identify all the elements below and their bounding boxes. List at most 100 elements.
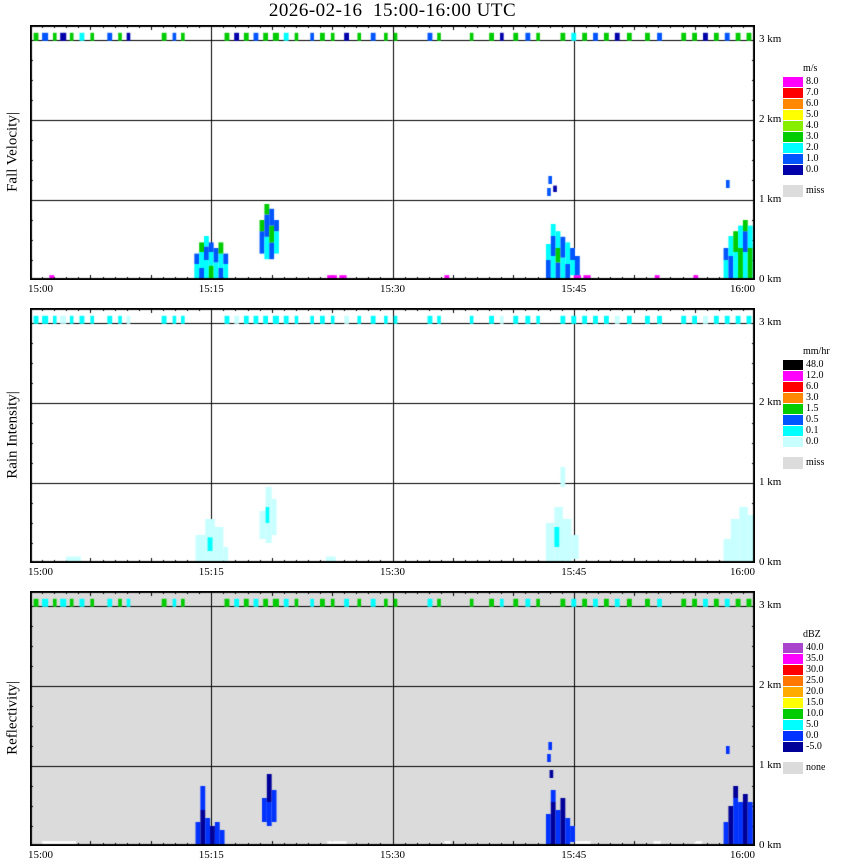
legend-value: miss [806, 457, 825, 468]
legend-entry: 15.0 [783, 697, 825, 708]
legend-swatch [783, 730, 803, 741]
legend-entry: 7.0 [783, 87, 824, 98]
legend-value: -5.0 [806, 741, 822, 752]
legend-value: 12.0 [806, 370, 824, 381]
legend-entry: 3.0 [783, 131, 824, 142]
legend-swatch [783, 359, 803, 370]
legend-value: 0.0 [806, 436, 819, 447]
legend-value: 6.0 [806, 98, 819, 109]
legend-entry: 6.0 [783, 381, 830, 392]
color-legend-fall-velocity: m/s 8.0 7.0 6.0 5.0 4.0 3.0 2.0 1.0 0.0 miss [783, 63, 824, 197]
legend-entry-missing: miss [783, 456, 830, 469]
legend-entry: 8.0 [783, 76, 824, 87]
legend-unit-label: m/s [803, 63, 818, 74]
legend-entry: 25.0 [783, 675, 825, 686]
x-tick-label: 15:00 [28, 283, 54, 295]
legend-value: 6.0 [806, 381, 819, 392]
legend-entry-missing: miss [783, 184, 824, 197]
legend-entry: -5.0 [783, 741, 825, 752]
legend-value: 20.0 [806, 686, 824, 697]
legend-swatch [783, 436, 803, 447]
legend-entry-missing: none [783, 761, 825, 774]
legend-swatch [783, 87, 803, 98]
y-tick-label: 0 km [759, 556, 782, 568]
heatmap-canvas-fall-velocity [30, 25, 755, 280]
legend-swatch [783, 708, 803, 719]
legend-entry: 5.0 [783, 109, 824, 120]
legend-swatch [783, 120, 803, 131]
legend-entry: 0.1 [783, 425, 830, 436]
legend-swatch [783, 98, 803, 109]
legend-swatch [783, 761, 803, 774]
x-tick-label: 15:15 [198, 849, 224, 861]
y-tick-label: 3 km [759, 33, 782, 45]
legend-value: 25.0 [806, 675, 824, 686]
y-tick-label: 2 km [759, 679, 782, 691]
legend-value: 10.0 [806, 708, 824, 719]
legend-swatch [783, 456, 803, 469]
x-tick-label: 15:30 [379, 566, 406, 578]
legend-entry: 48.0 [783, 359, 830, 370]
x-tick-label: 15:45 [561, 849, 587, 861]
panel-fall-velocity: Fall Velocity| 15:00 15:15 15:30 15:45 16:00 0… [0, 25, 850, 304]
x-tick-label: 15:00 [28, 566, 54, 578]
legend-value: none [806, 762, 826, 773]
legend-entry: 6.0 [783, 98, 824, 109]
legend-swatch [783, 425, 803, 436]
legend-swatch [783, 370, 803, 381]
legend-entry: 5.0 [783, 719, 825, 730]
heatmap-canvas-reflectivity [30, 591, 755, 846]
y-tick-label: 0 km [759, 273, 782, 285]
legend-swatch [783, 109, 803, 120]
y-tick-label: 2 km [759, 396, 782, 408]
legend-value: 48.0 [806, 359, 824, 370]
y-axis-title-rain-intensity: Rain Intensity| [4, 391, 21, 479]
legend-value: 0.0 [806, 164, 819, 175]
legend-value: 3.0 [806, 131, 819, 142]
x-tick-label: 16:00 [729, 283, 755, 295]
legend-entry: 1.0 [783, 153, 824, 164]
y-tick-label: 3 km [759, 599, 782, 611]
legend-value: 3.0 [806, 392, 819, 403]
legend-entry: 0.5 [783, 414, 830, 425]
legend-swatch [783, 76, 803, 87]
legend-value: 8.0 [806, 76, 819, 87]
legend-swatch [783, 686, 803, 697]
color-legend-reflectivity: dBZ 40.0 35.0 30.0 25.0 20.0 15.0 10.0 5.0 0.0 -5.… [783, 629, 825, 774]
legend-entry: 2.0 [783, 142, 824, 153]
legend-entry: 1.5 [783, 403, 830, 414]
legend-swatch [783, 403, 803, 414]
x-tick-label: 15:45 [561, 566, 587, 578]
legend-value: 40.0 [806, 642, 824, 653]
legend-value: 1.0 [806, 153, 819, 164]
legend-entry: 12.0 [783, 370, 830, 381]
legend-swatch [783, 642, 803, 653]
x-tick-label: 16:00 [729, 566, 755, 578]
legend-swatch [783, 153, 803, 164]
legend-value: 5.0 [806, 109, 819, 120]
legend-value: 15.0 [806, 697, 824, 708]
legend-entry: 40.0 [783, 642, 825, 653]
legend-value: 7.0 [806, 87, 819, 98]
y-axis-title-fall-velocity: Fall Velocity| [4, 112, 21, 192]
y-tick-label: 3 km [759, 316, 782, 328]
legend-value: 4.0 [806, 120, 819, 131]
legend-entry: 4.0 [783, 120, 824, 131]
legend-value: miss [806, 185, 825, 196]
legend-swatch [783, 131, 803, 142]
x-tick-label: 15:30 [379, 283, 406, 295]
x-tick-label: 15:30 [379, 849, 406, 861]
legend-value: 30.0 [806, 664, 824, 675]
legend-entry: 0.0 [783, 164, 824, 175]
legend-value: 2.0 [806, 142, 819, 153]
legend-value: 0.0 [806, 730, 819, 741]
y-tick-label: 1 km [759, 476, 782, 488]
legend-swatch [783, 381, 803, 392]
legend-entry: 35.0 [783, 653, 825, 664]
legend-swatch [783, 392, 803, 403]
x-tick-label: 15:00 [28, 849, 54, 861]
panel-reflectivity: Reflectivity| 15:00 15:15 15:30 15:45 16:00 0 … [0, 591, 850, 868]
y-tick-label: 1 km [759, 759, 782, 771]
y-tick-label: 2 km [759, 113, 782, 125]
